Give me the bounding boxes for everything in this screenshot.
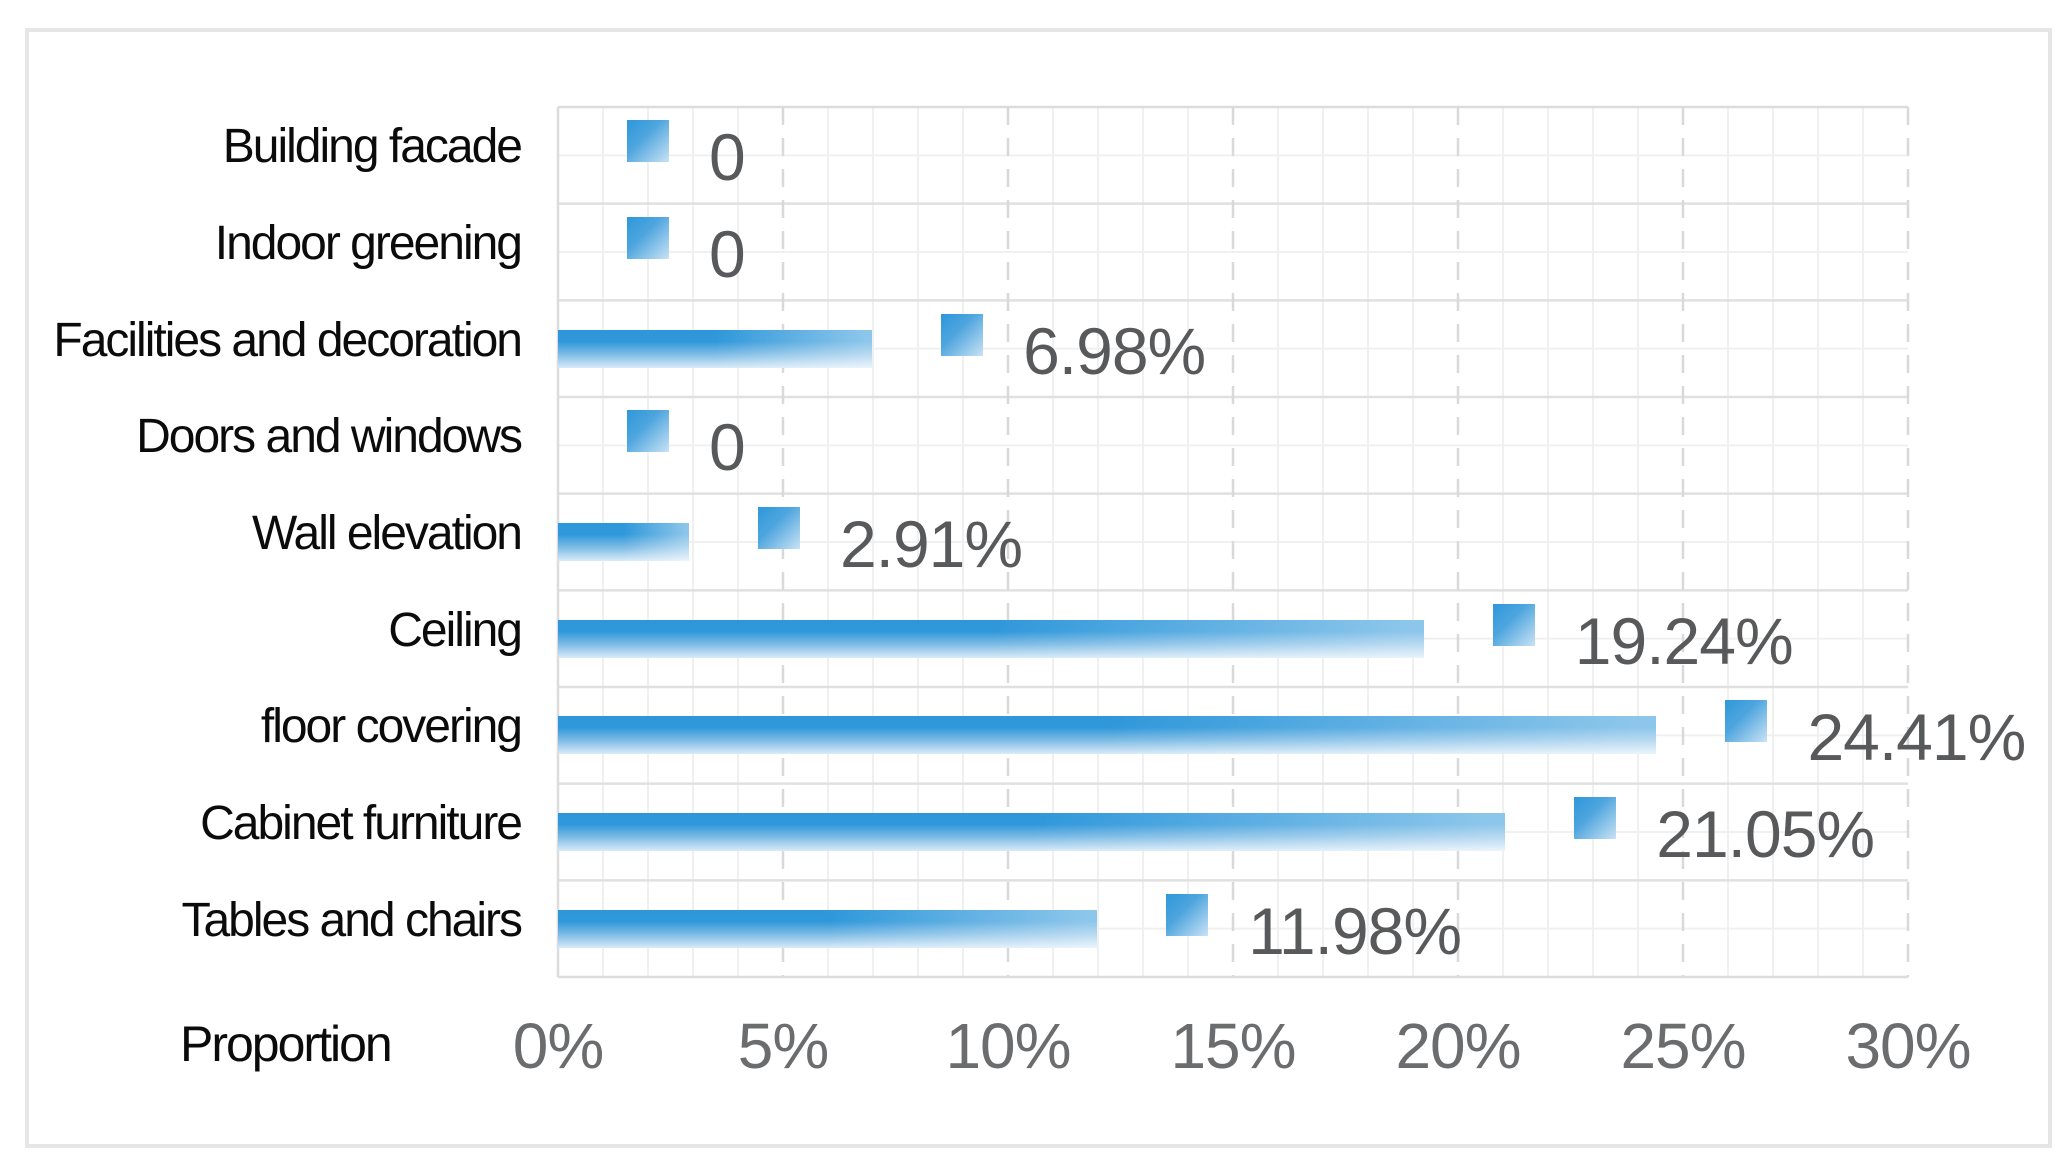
x-tick-label: 20%	[1395, 1010, 1521, 1082]
category-label: floor covering	[260, 700, 523, 754]
data-label: 6.98%	[1023, 313, 1206, 388]
data-label: 0	[709, 217, 746, 291]
data-label: 0	[709, 120, 746, 195]
category-label: Wall elevation	[251, 506, 523, 560]
data-label: 2.91%	[839, 507, 1023, 581]
category-label: Ceiling	[388, 603, 523, 657]
bar-end-marker	[941, 313, 984, 356]
x-tick-label: 30%	[1845, 1010, 1971, 1082]
bar-end-marker	[1574, 797, 1617, 839]
bar-end-marker	[1166, 893, 1209, 936]
bar-end-marker	[1725, 700, 1768, 743]
x-axis-title: Proportion	[180, 1016, 393, 1072]
data-label: 0	[709, 410, 746, 485]
bar-end-marker	[757, 507, 800, 549]
data-label: 24.41%	[1807, 700, 2026, 775]
data-label: 21.05%	[1656, 797, 1875, 871]
x-tick-label: 10%	[945, 1010, 1071, 1082]
category-label: Cabinet furniture	[200, 796, 523, 850]
x-tick-label: 25%	[1620, 1010, 1746, 1082]
bar	[558, 619, 1424, 658]
category-label: Facilities and decoration	[53, 313, 523, 367]
data-label: 11.98%	[1248, 893, 1462, 968]
category-label: Indoor greening	[214, 216, 523, 270]
bar	[558, 716, 1657, 755]
bar-end-marker	[1492, 603, 1535, 646]
bar	[558, 329, 873, 368]
category-label: Doors and windows	[136, 410, 523, 464]
x-tick-label: 0%	[512, 1010, 604, 1082]
bar-end-marker	[627, 410, 669, 453]
x-tick-label: 5%	[737, 1010, 829, 1082]
x-tick-label: 15%	[1170, 1010, 1296, 1082]
category-label: Building facade	[222, 120, 523, 174]
category-label: Tables and chairs	[181, 893, 523, 947]
bar-end-marker	[627, 120, 669, 163]
bar-end-marker	[627, 217, 669, 259]
bar	[558, 909, 1098, 948]
bar	[558, 813, 1506, 851]
bar	[558, 523, 689, 561]
data-label: 19.24%	[1574, 603, 1794, 678]
